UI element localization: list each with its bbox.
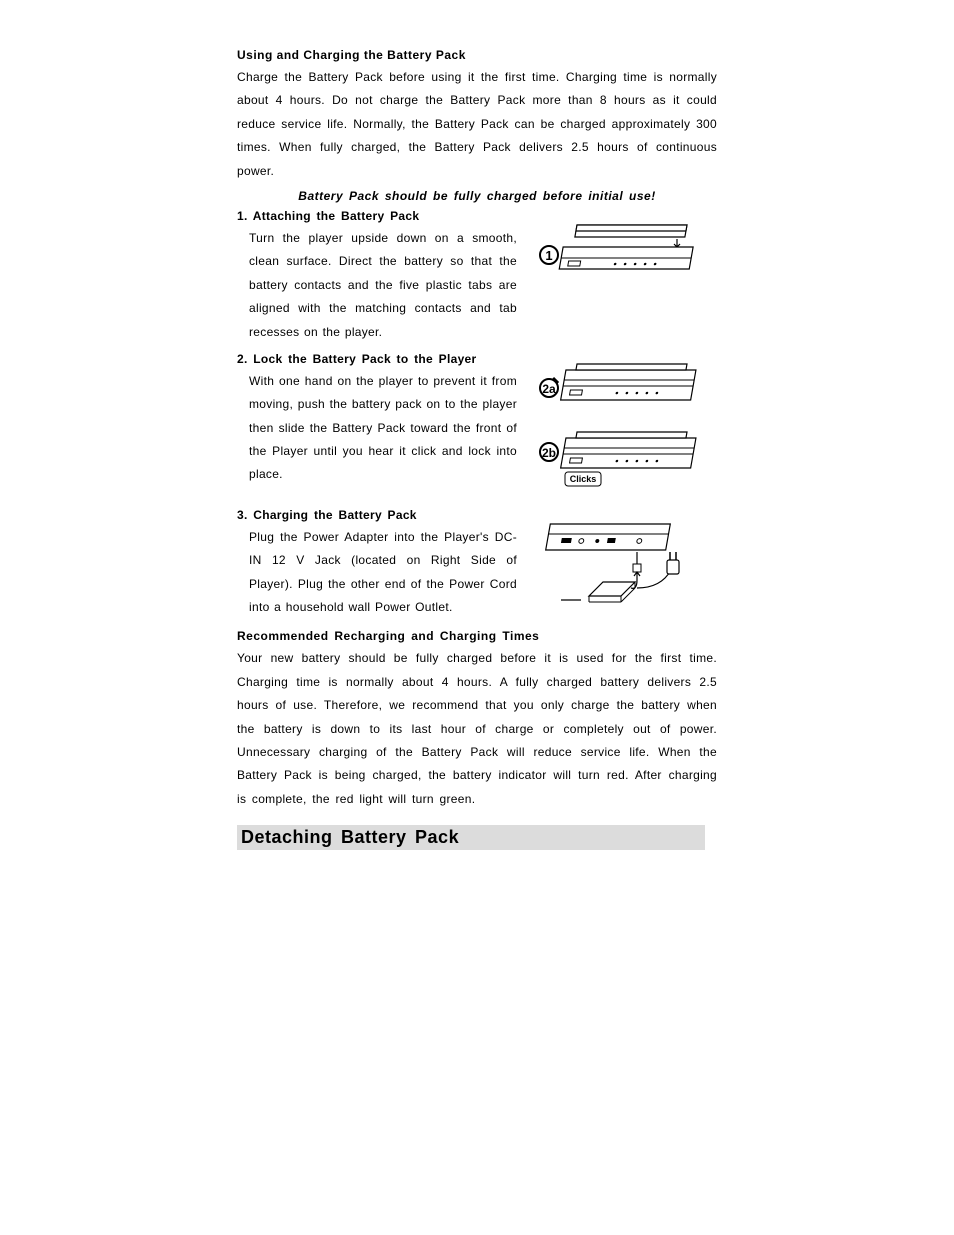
fig2b-label: 2b xyxy=(542,446,556,460)
step-1-text: 1. Attaching the Battery Pack Turn the p… xyxy=(237,209,537,344)
step-2-figure: 2a xyxy=(537,352,697,500)
document-page: Using and Charging the Battery Pack Char… xyxy=(0,0,954,898)
step-1: 1. Attaching the Battery Pack Turn the p… xyxy=(237,209,717,344)
step-1-title: 1. Attaching the Battery Pack xyxy=(237,209,517,223)
para-using: Charge the Battery Pack before using it … xyxy=(237,66,717,183)
step-3: 3. Charging the Battery Pack Plug the Po… xyxy=(237,508,717,620)
step-2-title: 2. Lock the Battery Pack to the Player xyxy=(237,352,517,366)
section-title-detaching: Detaching Battery Pack xyxy=(237,825,705,850)
step-2-text: 2. Lock the Battery Pack to the Player W… xyxy=(237,352,537,487)
emphasis-line: Battery Pack should be fully charged bef… xyxy=(237,189,717,203)
step-3-figure xyxy=(537,508,697,616)
para-recommended: Your new battery should be fully charged… xyxy=(237,647,717,811)
heading-using: Using and Charging the Battery Pack xyxy=(237,48,717,62)
fig2a-label: 2a xyxy=(542,382,556,396)
fig2b-callout: Clicks xyxy=(570,474,597,484)
step-2: 2. Lock the Battery Pack to the Player W… xyxy=(237,352,717,500)
step-3-body: Plug the Power Adapter into the Player's… xyxy=(237,526,517,620)
heading-recommended: Recommended Recharging and Charging Time… xyxy=(237,629,717,643)
step-3-text: 3. Charging the Battery Pack Plug the Po… xyxy=(237,508,537,620)
fig1-label: 1 xyxy=(545,248,552,263)
step-3-title: 3. Charging the Battery Pack xyxy=(237,508,517,522)
step-2-body: With one hand on the player to prevent i… xyxy=(237,370,517,487)
step-1-body: Turn the player upside down on a smooth,… xyxy=(237,227,517,344)
step-1-figure: 1 xyxy=(537,209,697,287)
